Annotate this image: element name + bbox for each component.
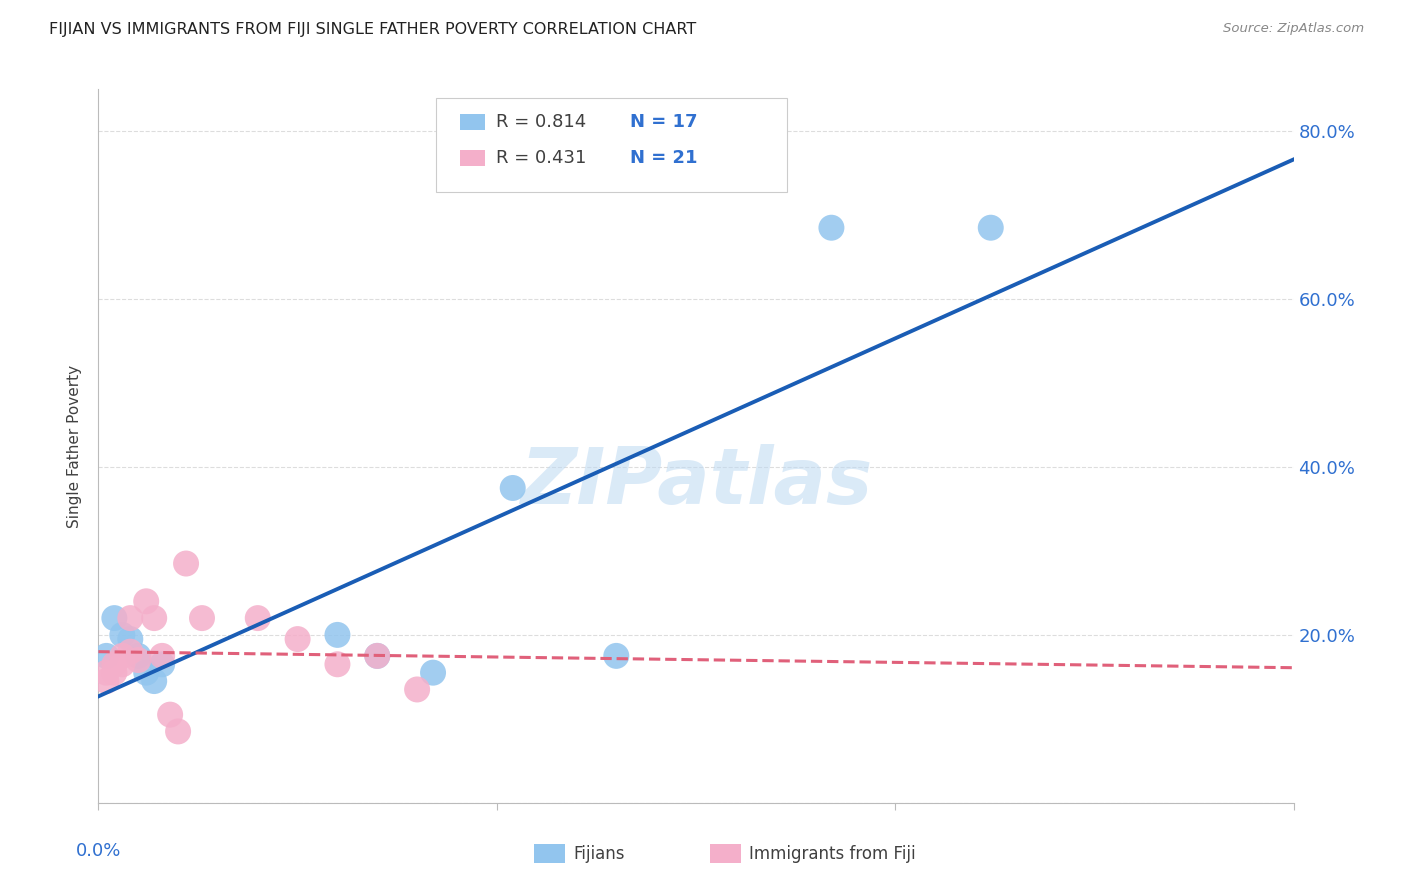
Point [605, 648, 627, 663]
Text: N = 17: N = 17 [630, 113, 697, 131]
Point [143, 611, 166, 625]
Point [96, 648, 118, 663]
Text: ZIPatlas: ZIPatlas [520, 443, 872, 520]
Point [111, 648, 134, 663]
Text: Immigrants from Fiji: Immigrants from Fiji [749, 845, 917, 863]
Point [820, 220, 842, 235]
Point [422, 665, 444, 680]
Text: 0.0%: 0.0% [76, 842, 121, 860]
Point [167, 724, 190, 739]
Point [159, 707, 181, 722]
Point [366, 648, 388, 663]
Point [174, 557, 197, 571]
Point [120, 645, 142, 659]
Point [127, 653, 149, 667]
Point [326, 628, 349, 642]
Point [287, 632, 309, 646]
Point [127, 648, 149, 663]
Point [135, 665, 157, 680]
Text: Source: ZipAtlas.com: Source: ZipAtlas.com [1223, 22, 1364, 36]
Point [150, 657, 173, 672]
Point [143, 674, 166, 689]
Text: N = 21: N = 21 [630, 149, 697, 167]
Point [502, 481, 524, 495]
Text: R = 0.431: R = 0.431 [496, 149, 586, 167]
Point [191, 611, 214, 625]
Point [96, 665, 118, 680]
Point [246, 611, 269, 625]
Text: FIJIAN VS IMMIGRANTS FROM FIJI SINGLE FATHER POVERTY CORRELATION CHART: FIJIAN VS IMMIGRANTS FROM FIJI SINGLE FA… [49, 22, 696, 37]
Text: R = 0.814: R = 0.814 [496, 113, 586, 131]
Text: Fijians: Fijians [574, 845, 626, 863]
Point [103, 657, 125, 672]
Point [103, 665, 125, 680]
Point [406, 682, 429, 697]
Point [366, 648, 388, 663]
Point [135, 594, 157, 608]
Y-axis label: Single Father Poverty: Single Father Poverty [67, 365, 83, 527]
Point [120, 632, 142, 646]
Point [326, 657, 349, 672]
Point [980, 220, 1002, 235]
Point [103, 611, 125, 625]
Point [111, 657, 134, 672]
Point [96, 674, 118, 689]
Point [150, 648, 173, 663]
Point [120, 611, 142, 625]
Point [111, 628, 134, 642]
